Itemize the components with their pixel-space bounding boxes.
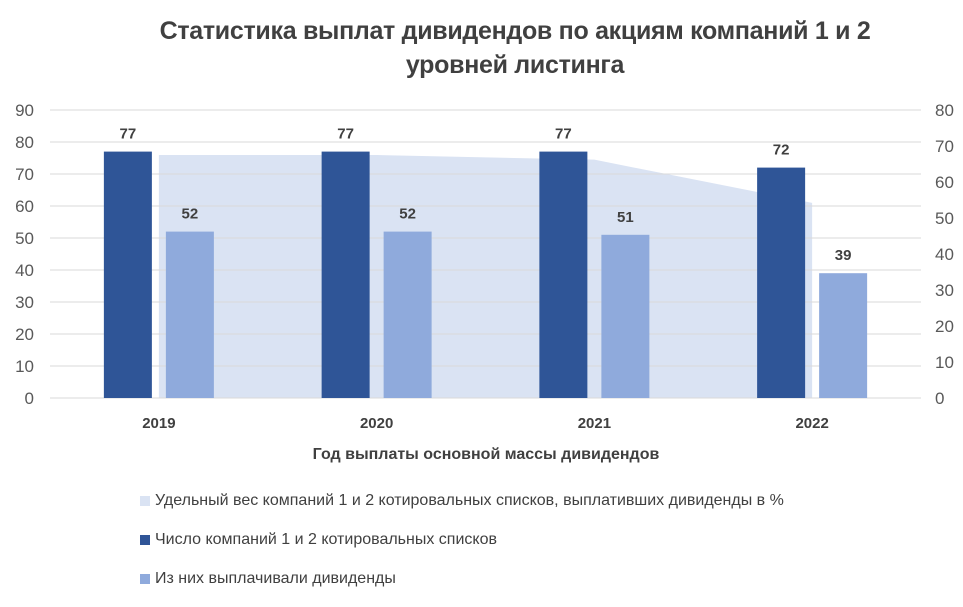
data-label: 52 <box>182 206 199 223</box>
data-label: 72 <box>773 142 790 159</box>
legend-label-paid: Из них выплачивали дивиденды <box>155 570 396 588</box>
data-label: 77 <box>120 126 137 143</box>
legend-item-paid: Из них выплачивали дивиденды <box>140 568 784 590</box>
y-left-tick-label: 50 <box>15 229 34 248</box>
y-left-tick-label: 30 <box>15 293 34 312</box>
area-series-share <box>159 155 812 398</box>
y-left-tick-label: 0 <box>25 389 34 408</box>
y-right-tick-label: 70 <box>935 137 954 156</box>
legend-label-total: Число компаний 1 и 2 котировальных списк… <box>155 531 497 549</box>
legend-item-total: Число компаний 1 и 2 котировальных списк… <box>140 529 784 551</box>
data-label: 77 <box>337 126 354 143</box>
legend-swatch-share <box>140 496 150 506</box>
y-left-tick-label: 10 <box>15 357 34 376</box>
area-layer <box>159 155 812 398</box>
x-tick-label: 2020 <box>360 415 393 432</box>
y-right-tick-label: 80 <box>935 101 954 120</box>
data-label: 39 <box>835 247 852 264</box>
y-left-tick-label: 90 <box>15 101 34 120</box>
bar-paid <box>384 232 432 398</box>
bar-paid <box>166 232 214 398</box>
legend-item-share: Удельный вес компаний 1 и 2 котировальны… <box>140 490 784 512</box>
x-tick-label: 2019 <box>142 415 175 432</box>
x-tick-label: 2022 <box>795 415 828 432</box>
bar-total <box>539 152 587 398</box>
legend-swatch-paid <box>140 574 150 584</box>
data-label: 51 <box>617 209 634 226</box>
bar-total <box>104 152 152 398</box>
y-right-tick-label: 50 <box>935 209 954 228</box>
y-right-tick-label: 40 <box>935 245 954 264</box>
y-left-tick-label: 80 <box>15 133 34 152</box>
legend-label-share: Удельный вес компаний 1 и 2 котировальны… <box>155 492 784 510</box>
legend-swatch-total <box>140 535 150 545</box>
bar-total <box>322 152 370 398</box>
y-right-tick-label: 60 <box>935 173 954 192</box>
y-left-tick-label: 70 <box>15 165 34 184</box>
bar-total <box>757 168 805 398</box>
y-right-tick-label: 30 <box>935 281 954 300</box>
y-left-tick-label: 20 <box>15 325 34 344</box>
y-left-tick-label: 40 <box>15 261 34 280</box>
y-right-tick-label: 10 <box>935 353 954 372</box>
y-left-tick-label: 60 <box>15 197 34 216</box>
y-right-tick-label: 0 <box>935 389 944 408</box>
data-label: 52 <box>399 206 416 223</box>
data-label: 77 <box>555 126 572 143</box>
x-axis-title: Год выплаты основной массы дивидендов <box>313 446 660 463</box>
legend: Удельный вес компаний 1 и 2 котировальны… <box>140 490 784 607</box>
x-tick-label: 2021 <box>578 415 611 432</box>
y-right-tick-label: 20 <box>935 317 954 336</box>
bar-paid <box>819 273 867 398</box>
bar-paid <box>601 235 649 398</box>
